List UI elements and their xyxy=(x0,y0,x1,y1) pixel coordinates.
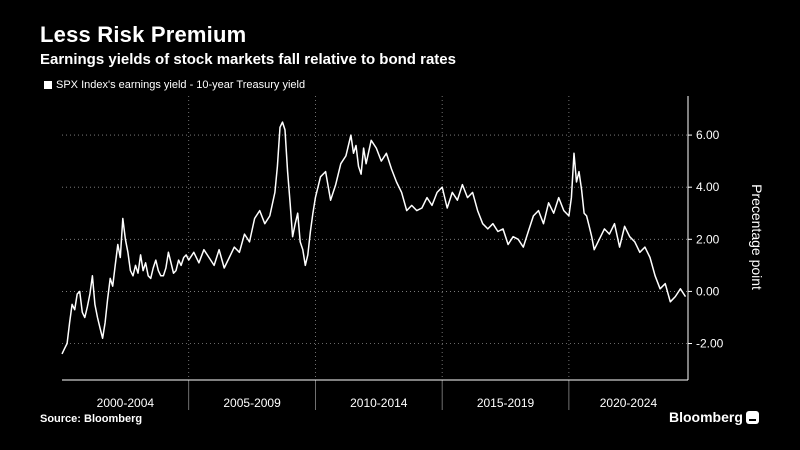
x-tick-label: 2010-2014 xyxy=(350,396,408,410)
source-note: Source: Bloomberg xyxy=(40,413,143,425)
y-tick-label: 0.00 xyxy=(696,284,720,298)
brand-name: Bloomberg xyxy=(669,409,743,425)
chart-title: Less Risk Premium xyxy=(40,22,247,47)
series-line xyxy=(61,121,687,355)
axes xyxy=(62,96,692,410)
x-tick-label: 2005-2009 xyxy=(223,396,281,410)
y-axis-label: Precentage point xyxy=(749,184,765,290)
x-tick-label: 2020-2024 xyxy=(600,396,658,410)
legend: SPX Index's earnings yield - 10-year Tre… xyxy=(44,79,305,91)
x-tick-labels: 2000-2004 2005-2009 2010-2014 2015-2019 2020… xyxy=(97,396,658,410)
y-tick-label: 4.00 xyxy=(696,180,720,194)
x-tick-label: 2015-2019 xyxy=(477,396,535,410)
chart-subtitle: Earnings yields of stock markets fall re… xyxy=(40,51,456,68)
y-tick-label: -2.00 xyxy=(696,337,724,351)
y-tick-label: 6.00 xyxy=(696,128,720,142)
grid-lines xyxy=(62,96,688,380)
x-tick-label: 2000-2004 xyxy=(97,396,155,410)
legend-label: SPX Index's earnings yield - 10-year Tre… xyxy=(56,79,306,91)
bloomberg-logo-icon xyxy=(745,410,759,424)
y-tick-labels: -2.00 0.00 2.00 4.00 6.00 xyxy=(696,128,724,350)
brand-logo: Bloomberg xyxy=(669,409,759,425)
y-tick-label: 2.00 xyxy=(696,232,720,246)
white-square-icon xyxy=(44,81,52,89)
series-layer xyxy=(61,121,687,355)
